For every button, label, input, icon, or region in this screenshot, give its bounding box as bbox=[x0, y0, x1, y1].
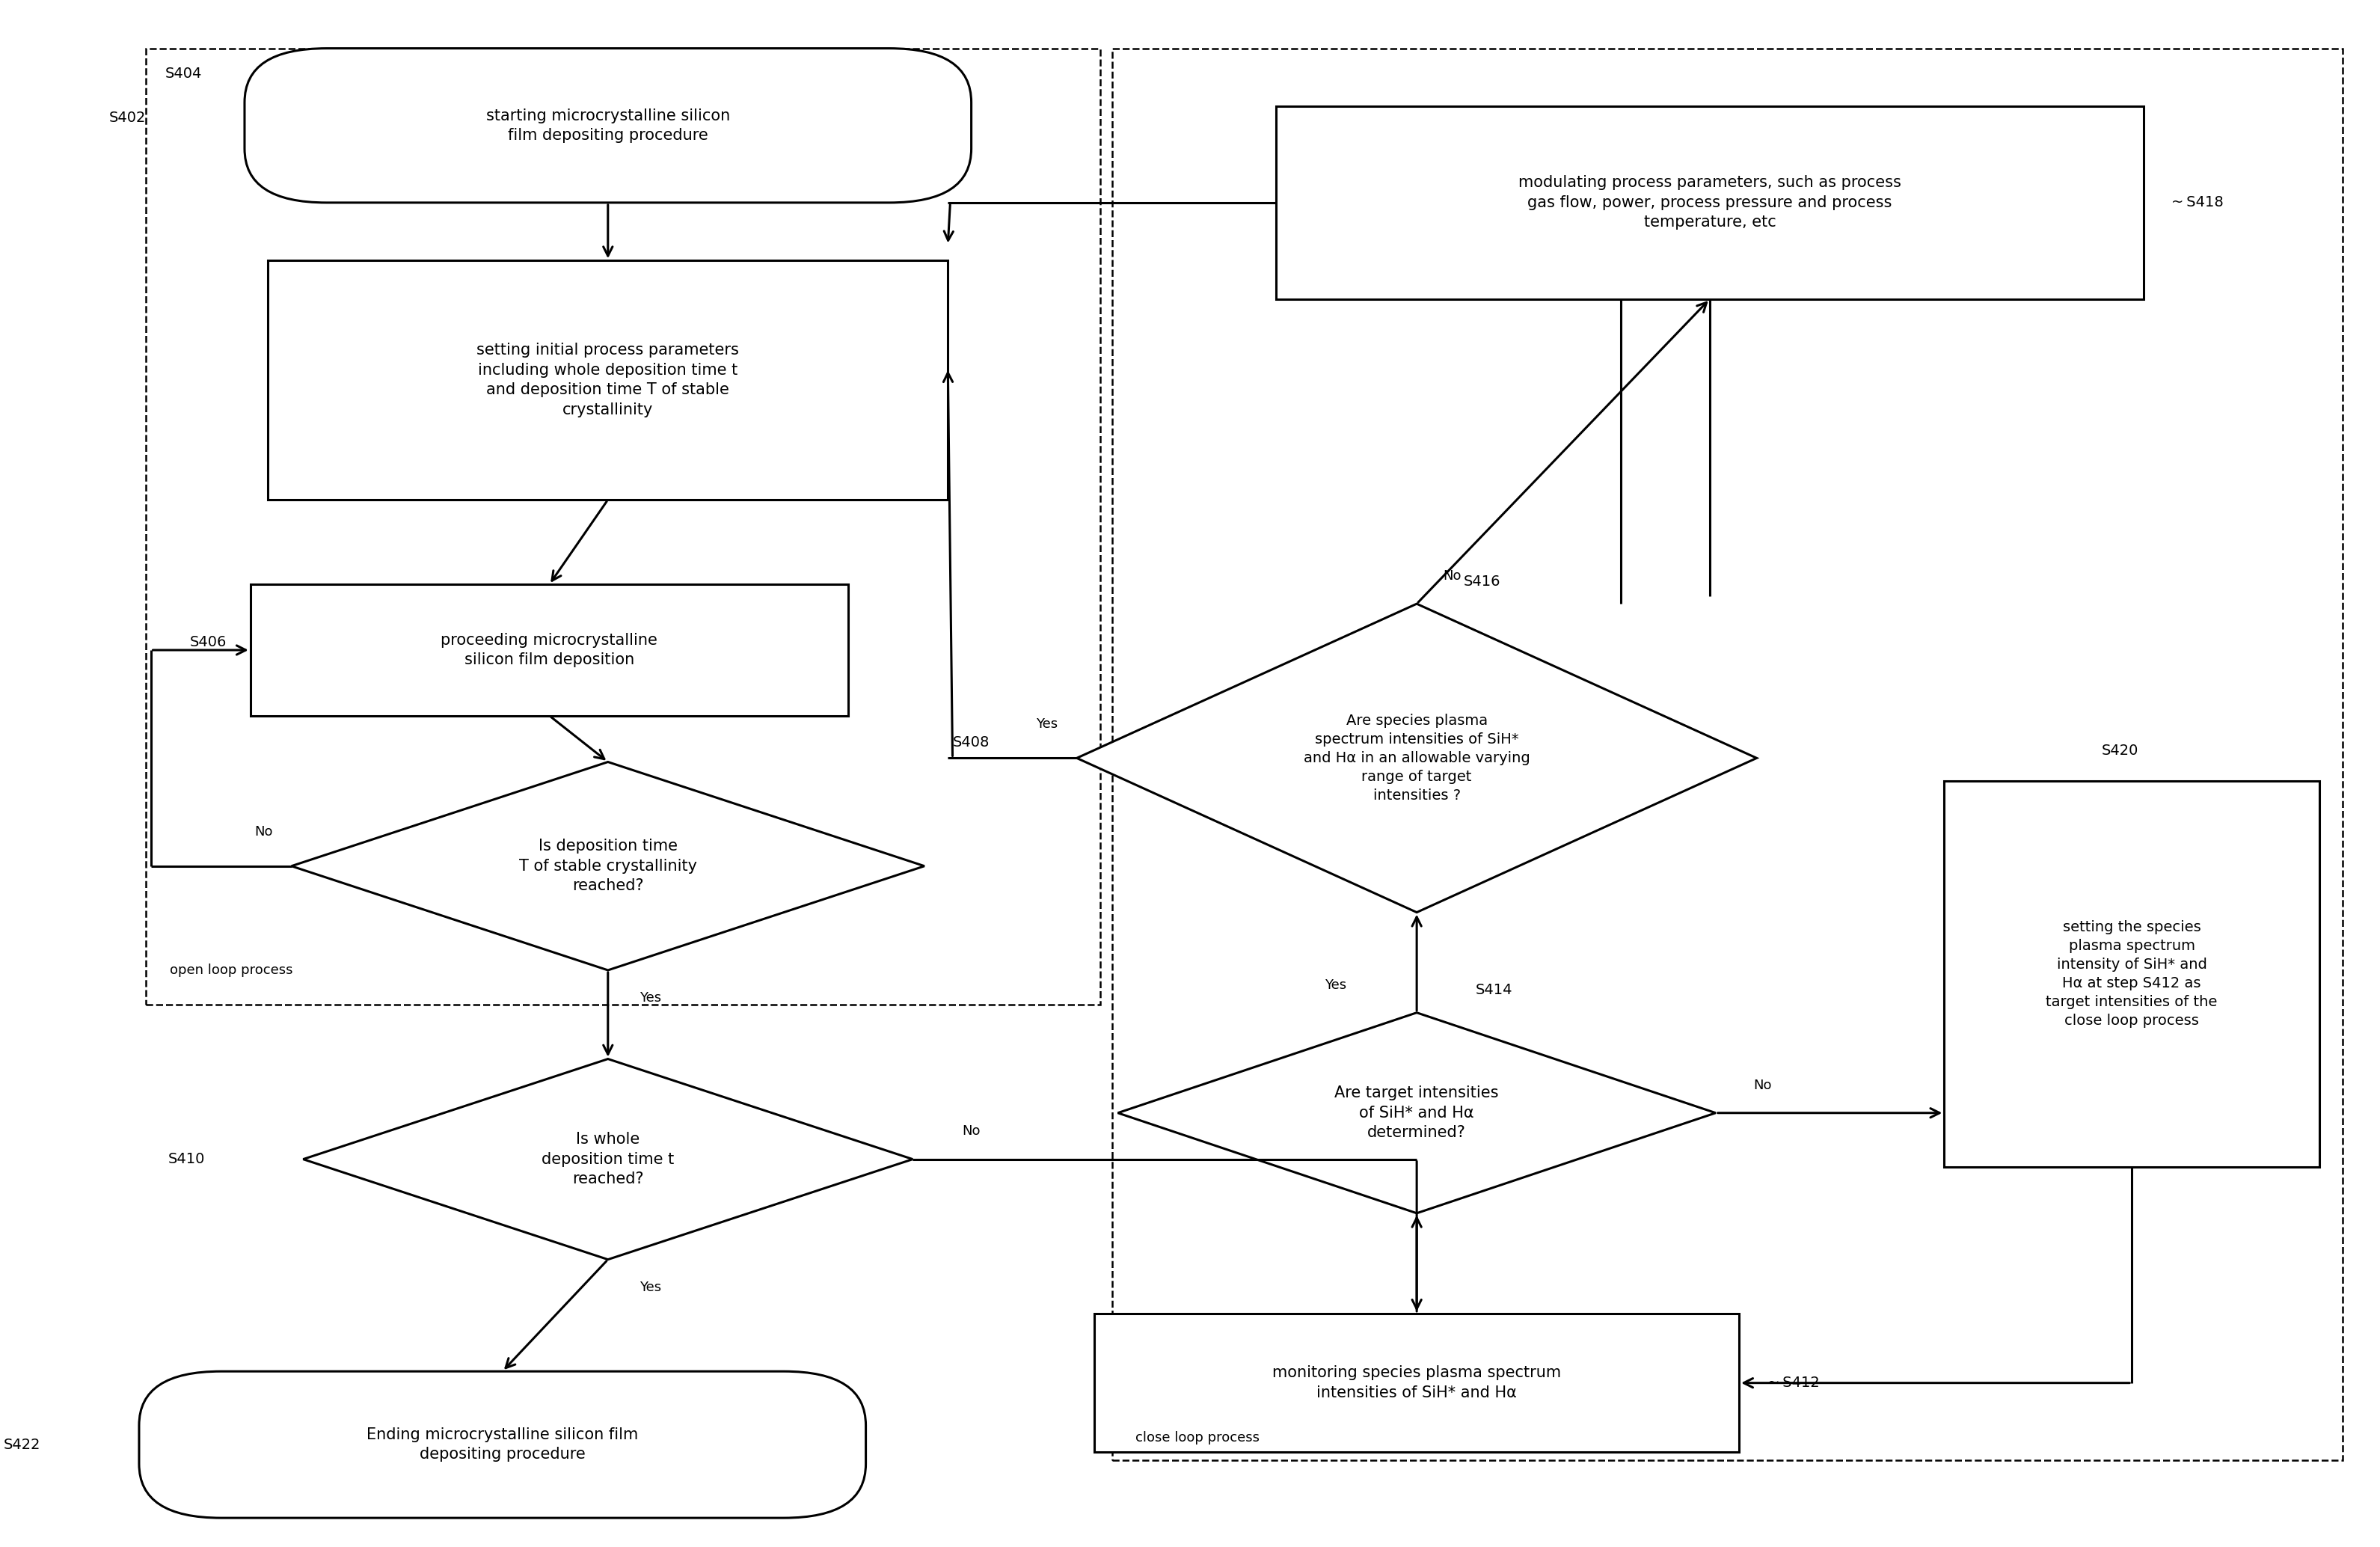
Text: S422: S422 bbox=[5, 1437, 40, 1451]
Bar bbox=[1276, 107, 2144, 299]
Text: S410: S410 bbox=[167, 1153, 205, 1166]
Text: S416: S416 bbox=[1464, 574, 1502, 588]
Bar bbox=[1095, 1313, 1740, 1453]
Text: proceeding microcrystalline
silicon film deposition: proceeding microcrystalline silicon film… bbox=[440, 633, 657, 667]
Bar bbox=[250, 585, 847, 716]
Text: S406: S406 bbox=[190, 636, 226, 650]
Text: S402: S402 bbox=[109, 111, 145, 125]
Text: ~ S418: ~ S418 bbox=[2171, 195, 2223, 210]
Text: setting the species
plasma spectrum
intensity of SiH* and
Hα at step S412 as
tar: setting the species plasma spectrum inte… bbox=[2047, 920, 2218, 1027]
Text: No: No bbox=[255, 826, 274, 838]
FancyBboxPatch shape bbox=[138, 1371, 866, 1518]
Bar bbox=[1111, 48, 2342, 1460]
Text: setting initial process parameters
including whole deposition time t
and deposit: setting initial process parameters inclu… bbox=[476, 343, 740, 418]
Polygon shape bbox=[1119, 1013, 1716, 1213]
Text: modulating process parameters, such as process
gas flow, power, process pressure: modulating process parameters, such as p… bbox=[1518, 175, 1902, 231]
Text: Is deposition time
T of stable crystallinity
reached?: Is deposition time T of stable crystalli… bbox=[519, 838, 697, 893]
Text: S408: S408 bbox=[952, 735, 990, 750]
Bar bbox=[1944, 781, 2320, 1166]
Text: No: No bbox=[1754, 1078, 1771, 1092]
Text: S420: S420 bbox=[2102, 744, 2140, 758]
Text: open loop process: open loop process bbox=[169, 964, 293, 978]
Text: No: No bbox=[1442, 569, 1461, 583]
Text: Yes: Yes bbox=[1326, 978, 1347, 992]
Polygon shape bbox=[1076, 603, 1756, 913]
Text: ~ S412: ~ S412 bbox=[1768, 1375, 1818, 1391]
Text: Is whole
deposition time t
reached?: Is whole deposition time t reached? bbox=[543, 1132, 674, 1187]
Polygon shape bbox=[302, 1060, 912, 1259]
Text: Yes: Yes bbox=[1035, 718, 1059, 730]
Text: Are species plasma
spectrum intensities of SiH*
and Hα in an allowable varying
r: Are species plasma spectrum intensities … bbox=[1304, 713, 1530, 803]
Text: Ending microcrystalline silicon film
depositing procedure: Ending microcrystalline silicon film dep… bbox=[367, 1428, 638, 1462]
FancyBboxPatch shape bbox=[245, 48, 971, 203]
Text: S414: S414 bbox=[1476, 982, 1511, 998]
Bar bbox=[269, 260, 947, 500]
Polygon shape bbox=[290, 763, 923, 970]
Text: close loop process: close loop process bbox=[1135, 1431, 1259, 1445]
Text: starting microcrystalline silicon
film depositing procedure: starting microcrystalline silicon film d… bbox=[486, 108, 731, 142]
Text: No: No bbox=[962, 1125, 981, 1139]
Text: Are target intensities
of SiH* and Hα
determined?: Are target intensities of SiH* and Hα de… bbox=[1335, 1086, 1499, 1140]
Text: Yes: Yes bbox=[640, 992, 662, 1004]
Text: Yes: Yes bbox=[640, 1281, 662, 1293]
Bar bbox=[145, 48, 1100, 1006]
Text: S404: S404 bbox=[164, 67, 202, 80]
Text: monitoring species plasma spectrum
intensities of SiH* and Hα: monitoring species plasma spectrum inten… bbox=[1273, 1366, 1561, 1400]
